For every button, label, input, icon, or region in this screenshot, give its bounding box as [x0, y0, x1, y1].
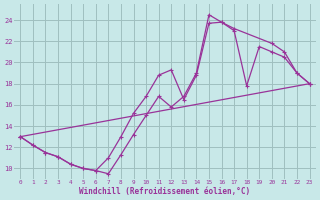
X-axis label: Windchill (Refroidissement éolien,°C): Windchill (Refroidissement éolien,°C)	[79, 187, 251, 196]
